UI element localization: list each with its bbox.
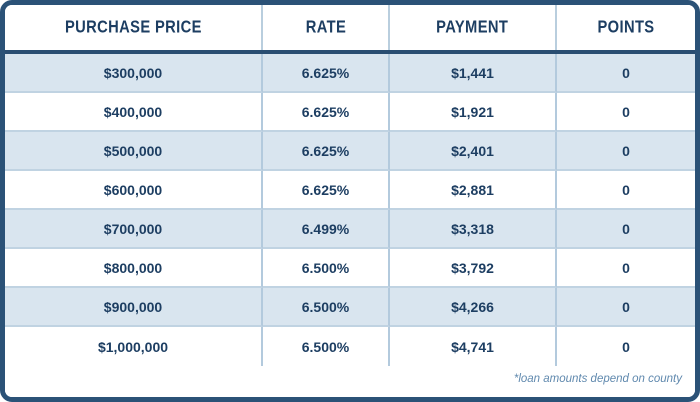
table-row: $700,000 6.499% $3,318 0 (5, 210, 695, 249)
cell-rate: 6.625% (263, 54, 390, 93)
cell-rate: 6.499% (263, 210, 390, 249)
table-row: $400,000 6.625% $1,921 0 (5, 93, 695, 132)
cell-rate: 6.500% (263, 288, 390, 327)
header-divider (5, 50, 695, 54)
column-header-payment: PAYMENT (390, 5, 557, 50)
cell-points: 0 (557, 327, 695, 366)
loan-amount-footnote: *loan amounts depend on county (513, 372, 682, 385)
cell-payment: $4,741 (390, 327, 557, 366)
cell-rate: 6.500% (263, 327, 390, 366)
table-row: $1,000,000 6.500% $4,741 0 (5, 327, 695, 366)
cell-points: 0 (557, 210, 695, 249)
cell-rate: 6.625% (263, 171, 390, 210)
table-footer: *loan amounts depend on county (5, 366, 695, 397)
cell-purchase-price: $900,000 (5, 288, 263, 327)
cell-payment: $3,792 (390, 249, 557, 288)
column-header-label: PURCHASE PRICE (64, 17, 202, 37)
cell-points: 0 (557, 288, 695, 327)
cell-purchase-price: $700,000 (5, 210, 263, 249)
cell-rate: 6.625% (263, 93, 390, 132)
cell-payment: $1,441 (390, 54, 557, 93)
cell-points: 0 (557, 132, 695, 171)
table-header-row: PURCHASE PRICE RATE PAYMENT POINTS (5, 5, 695, 50)
cell-payment: $2,401 (390, 132, 557, 171)
cell-purchase-price: $600,000 (5, 171, 263, 210)
column-header-label: PAYMENT (436, 17, 509, 37)
cell-purchase-price: $800,000 (5, 249, 263, 288)
cell-points: 0 (557, 54, 695, 93)
cell-purchase-price: $1,000,000 (5, 327, 263, 366)
table-row: $900,000 6.500% $4,266 0 (5, 288, 695, 327)
column-header-points: POINTS (557, 5, 695, 50)
cell-purchase-price: $300,000 (5, 54, 263, 93)
cell-points: 0 (557, 249, 695, 288)
table-row: $600,000 6.625% $2,881 0 (5, 171, 695, 210)
cell-payment: $1,921 (390, 93, 557, 132)
cell-purchase-price: $400,000 (5, 93, 263, 132)
table-row: $300,000 6.625% $1,441 0 (5, 54, 695, 93)
cell-purchase-price: $500,000 (5, 132, 263, 171)
cell-payment: $3,318 (390, 210, 557, 249)
table-row: $800,000 6.500% $3,792 0 (5, 249, 695, 288)
cell-rate: 6.500% (263, 249, 390, 288)
table-row: $500,000 6.625% $2,401 0 (5, 132, 695, 171)
cell-payment: $4,266 (390, 288, 557, 327)
column-header-rate: RATE (263, 5, 390, 50)
column-header-label: RATE (305, 17, 346, 37)
cell-points: 0 (557, 171, 695, 210)
cell-payment: $2,881 (390, 171, 557, 210)
cell-rate: 6.625% (263, 132, 390, 171)
column-header-purchase-price: PURCHASE PRICE (5, 5, 263, 50)
cell-points: 0 (557, 93, 695, 132)
column-header-label: POINTS (597, 17, 655, 37)
